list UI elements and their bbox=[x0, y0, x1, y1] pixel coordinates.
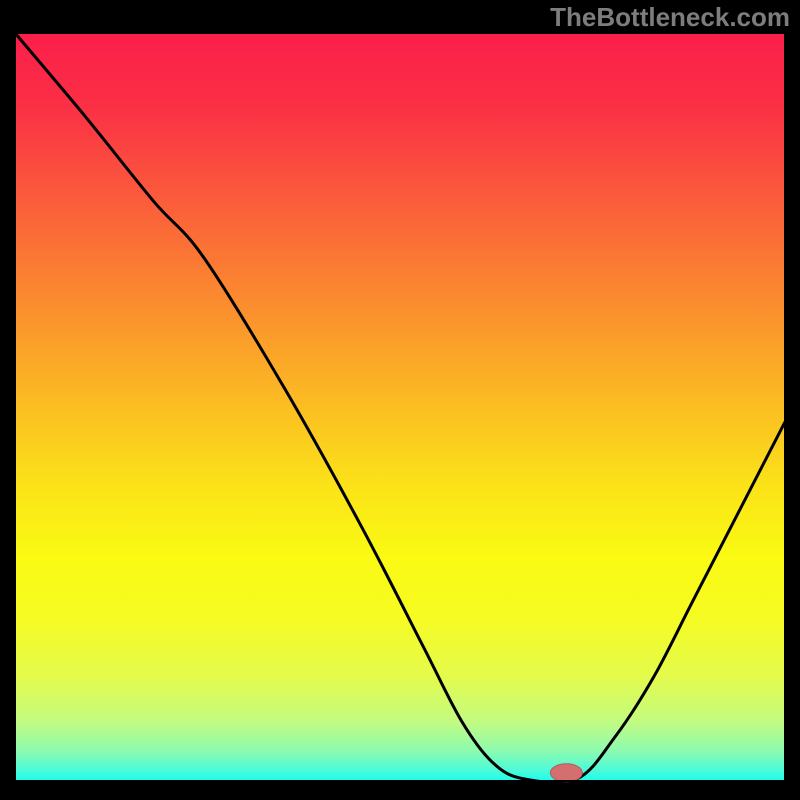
chart-background bbox=[15, 33, 785, 781]
watermark-label: TheBottleneck.com bbox=[550, 2, 790, 33]
bottleneck-chart bbox=[0, 0, 800, 800]
optimal-point-marker bbox=[550, 764, 582, 782]
